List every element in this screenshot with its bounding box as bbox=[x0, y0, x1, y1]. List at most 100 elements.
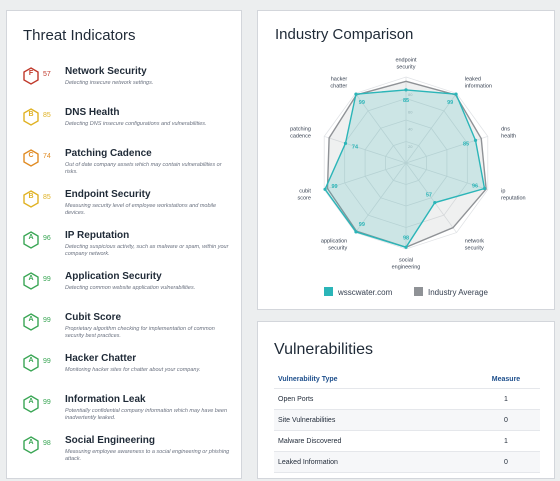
grade-hexagon-icon bbox=[23, 354, 39, 372]
threat-description: Out of date company assets which may con… bbox=[65, 162, 222, 175]
legend-average-label: Industry Average bbox=[428, 288, 488, 297]
grade-score: 85 bbox=[43, 112, 51, 119]
threat-name-endpoint-security: Endpoint Security bbox=[65, 189, 151, 200]
threat-name-cubit-score: Cubit Score bbox=[65, 312, 122, 323]
grade-letter: A bbox=[28, 439, 34, 446]
table-row: Site Vulnerabilities 0 bbox=[274, 409, 540, 431]
threat-indicator-item: B 85 DNS Health Detecting DNS insecure conf… bbox=[7, 106, 241, 146]
measure-cell: 0 bbox=[472, 451, 540, 473]
radar-spoke bbox=[355, 162, 407, 233]
threat-indicator-item: A 99 Information Leak Potentially confident… bbox=[7, 393, 241, 433]
radar-axis-label: ip reputation bbox=[501, 188, 525, 201]
vulnerability-type-cell: Leaked Information bbox=[274, 451, 472, 473]
threat-indicator-item: B 85 Endpoint Security Measuring security l… bbox=[7, 188, 241, 228]
grade-score: 74 bbox=[43, 153, 51, 160]
grade-score: 98 bbox=[43, 440, 51, 447]
radar-ring-label: 80 bbox=[408, 92, 413, 97]
threat-name-network-security: Network Security bbox=[65, 66, 147, 77]
grade-score: 99 bbox=[43, 358, 51, 365]
data-value-label: 99 bbox=[359, 100, 365, 106]
radar-spoke bbox=[405, 93, 457, 164]
threat-name-social-engineering: Social Engineering bbox=[65, 435, 156, 446]
grade-score: 99 bbox=[43, 399, 51, 406]
grade-hexagon-icon bbox=[23, 67, 39, 85]
threat-indicators-title: Threat Indicators bbox=[23, 27, 136, 44]
grade-letter: F bbox=[28, 70, 34, 77]
grade-hexagon-icon bbox=[23, 436, 39, 454]
radar-spoke bbox=[324, 162, 407, 190]
threat-description: Potentially confidential company informa… bbox=[65, 408, 228, 421]
radar-axis-label: patching cadence bbox=[290, 127, 311, 140]
threat-description: Monitoring hacker sites for chatter abou… bbox=[65, 367, 201, 373]
grade-hexagon-icon bbox=[23, 231, 39, 249]
vulnerability-type-cell: Open Ports bbox=[274, 388, 472, 410]
data-value-label: 96 bbox=[472, 183, 478, 189]
table-row: Open Ports 1 bbox=[274, 388, 540, 410]
grade-hexagon-icon bbox=[23, 313, 39, 331]
grade-letter: A bbox=[28, 398, 34, 405]
radar-spoke bbox=[405, 162, 457, 233]
threat-indicator-item: A 96 IP Reputation Detecting suspicious act… bbox=[7, 229, 241, 269]
table-row: Leaked Information 0 bbox=[274, 451, 540, 473]
grade-letter: A bbox=[28, 357, 34, 364]
header-measure: Measure bbox=[472, 370, 540, 389]
legend-company: wsscwater.com bbox=[324, 287, 392, 297]
threat-indicator-item: A 99 Cubit Score Proprietary algorithm chec… bbox=[7, 311, 241, 351]
grade-hexagon-icon bbox=[23, 272, 39, 290]
threat-name-patching-cadence: Patching Cadence bbox=[65, 148, 152, 159]
data-value-label: 85 bbox=[403, 98, 409, 104]
threat-name-ip-reputation: IP Reputation bbox=[65, 230, 130, 241]
legend-average: Industry Average bbox=[414, 287, 488, 297]
data-point-marker bbox=[354, 92, 358, 96]
radar-axis-label: network security bbox=[465, 238, 485, 251]
legend-company-label: wsscwater.com bbox=[338, 288, 393, 297]
threat-indicator-item: F 57 Network Security Detecting insecure ne… bbox=[7, 65, 241, 105]
grade-hexagon-icon bbox=[23, 395, 39, 413]
data-value-label: 98 bbox=[403, 235, 409, 241]
threat-name-hacker-chatter: Hacker Chatter bbox=[65, 353, 137, 364]
threat-indicator-item: A 99 Application Security Detecting common … bbox=[7, 270, 241, 310]
table-header-row: Vulnerability Type Measure bbox=[274, 370, 540, 389]
radar-spoke bbox=[324, 136, 407, 164]
data-value-label: 99 bbox=[331, 184, 337, 190]
threat-description: Detecting insecure network settings. bbox=[65, 80, 154, 86]
legend-company-swatch bbox=[324, 287, 333, 296]
radar-axis-label: hacker chatter bbox=[330, 77, 347, 90]
grade-score: 99 bbox=[43, 317, 51, 324]
threat-name-dns-health: DNS Health bbox=[65, 107, 120, 118]
vulnerabilities-table: Vulnerability Type Measure Open Ports 1 … bbox=[274, 370, 540, 473]
data-point-marker bbox=[343, 141, 348, 145]
threat-description: Detecting common website application vul… bbox=[65, 285, 196, 291]
header-vulnerability-type: Vulnerability Type bbox=[274, 370, 472, 389]
data-point-marker bbox=[454, 92, 458, 96]
data-value-label: 74 bbox=[352, 144, 359, 150]
data-point-marker bbox=[354, 230, 358, 234]
radar-axis-label: leaked information bbox=[465, 77, 492, 90]
grade-letter: C bbox=[28, 152, 34, 159]
measure-cell: 0 bbox=[472, 409, 540, 431]
threat-indicator-item: C 74 Patching Cadence Out of date company a… bbox=[7, 147, 241, 187]
table-row: Malware Discovered 1 bbox=[274, 430, 540, 452]
data-value-label: 99 bbox=[447, 100, 453, 106]
grade-score: 96 bbox=[43, 235, 51, 242]
industry-comparison-panel: Industry Comparison 20 40 60 80 85 99 85 96 57 98… bbox=[257, 10, 555, 310]
vulnerabilities-panel: Vulnerabilities Vulnerability Type Measu… bbox=[257, 321, 555, 479]
grade-letter: A bbox=[28, 275, 34, 282]
data-value-label: 85 bbox=[463, 142, 469, 148]
radar-ring-label: 40 bbox=[408, 127, 413, 132]
threat-description: Measuring employee awareness to a social… bbox=[65, 449, 230, 462]
data-point-marker bbox=[404, 245, 408, 249]
radar-axis-label: endpoint security bbox=[395, 58, 417, 71]
data-value-label: 99 bbox=[359, 222, 365, 228]
grade-letter: A bbox=[28, 316, 34, 323]
threat-description: Proprietary algorithm checking for imple… bbox=[65, 326, 215, 339]
data-point-marker bbox=[323, 187, 327, 191]
radar-ring-label: 60 bbox=[408, 109, 413, 114]
grade-score: 57 bbox=[43, 71, 51, 78]
threat-description: Measuring security level of employee wor… bbox=[65, 203, 217, 216]
grade-hexagon-icon bbox=[23, 108, 39, 126]
grade-letter: B bbox=[28, 193, 34, 200]
data-point-marker bbox=[433, 201, 437, 205]
radar-spoke bbox=[405, 162, 488, 190]
threat-name-application-security: Application Security bbox=[65, 271, 162, 282]
